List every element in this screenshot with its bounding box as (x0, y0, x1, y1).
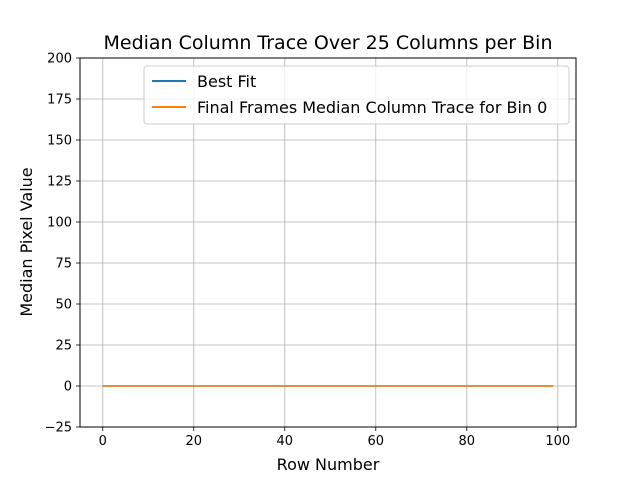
y-tick-label: −25 (45, 421, 72, 436)
legend-box (143, 65, 570, 125)
x-tick-label: 40 (276, 434, 293, 449)
x-tick-label: 20 (185, 434, 202, 449)
y-tick-label: 75 (55, 257, 72, 272)
y-tick-label: 100 (47, 216, 72, 231)
x-tick-label: 80 (459, 434, 476, 449)
x-axis-label: Row Number (277, 455, 380, 474)
y-tick-label: 25 (55, 339, 72, 354)
y-tick-label: 125 (47, 175, 72, 190)
legend-label-median-trace: Final Frames Median Column Trace for Bin… (197, 98, 547, 117)
x-tick-label: 0 (99, 434, 107, 449)
y-tick-label: 200 (47, 52, 72, 67)
chart-title: Median Column Trace Over 25 Columns per … (103, 32, 552, 54)
x-tick-label: 100 (545, 434, 570, 449)
legend: Best Fit Final Frames Median Column Trac… (143, 65, 570, 125)
y-tick-label: 175 (47, 93, 72, 108)
x-tick-label: 60 (368, 434, 385, 449)
y-tick-label: 50 (55, 298, 72, 313)
y-tick-label: 150 (47, 134, 72, 149)
y-tick-label: 0 (64, 380, 72, 395)
ticks: 0 20 40 60 80 100 −25 0 25 50 75 100 125 150 175 200 (45, 52, 571, 450)
plot-frame (79, 57, 577, 428)
y-axis-label: Median Pixel Value (17, 167, 36, 316)
legend-label-best-fit: Best Fit (197, 72, 256, 91)
